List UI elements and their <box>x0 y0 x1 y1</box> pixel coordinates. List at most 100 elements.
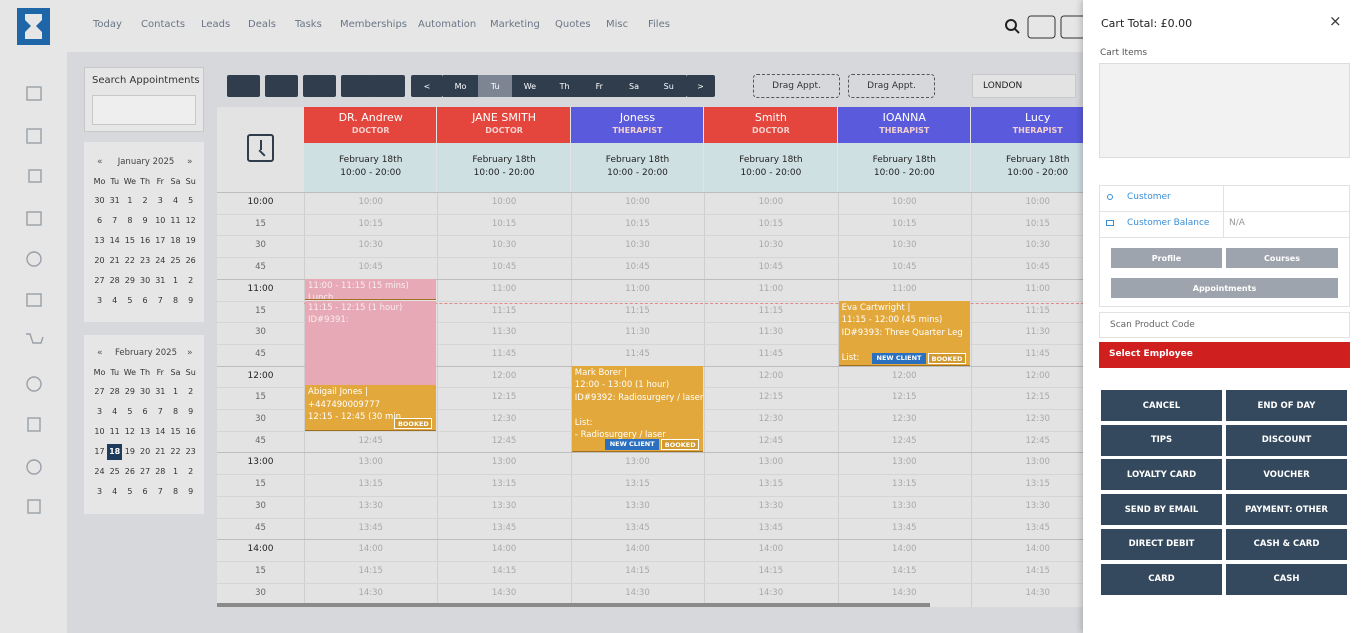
toolbar-icon-button[interactable] <box>265 75 298 97</box>
nav-item[interactable]: Leads <box>201 19 231 30</box>
slot-label[interactable]: 14:30 <box>358 587 383 598</box>
nav-item[interactable]: Automation <box>418 19 477 30</box>
slot-label[interactable]: 10:00 <box>358 197 383 207</box>
slot-label[interactable]: 12:00 <box>758 370 784 381</box>
toolbar-icon-button[interactable] <box>227 75 260 97</box>
calendar-day[interactable]: 2 <box>188 387 194 396</box>
calendar-day[interactable]: 20 <box>140 447 151 456</box>
slot-label[interactable]: 13:30 <box>625 500 650 511</box>
nav-item[interactable]: Tasks <box>295 19 322 30</box>
scan-input[interactable]: Scan Product Code <box>1099 312 1350 338</box>
slot-label[interactable]: 12:45 <box>358 435 383 446</box>
slot-label[interactable]: 12:15 <box>892 392 917 403</box>
calendar-next[interactable]: » <box>187 157 193 167</box>
calendar-day[interactable]: 29 <box>124 387 135 396</box>
slot-label[interactable]: 11:45 <box>491 348 517 359</box>
appointment[interactable]: Eva Cartwright | 11:15 - 12:00 (45 mins) I… <box>838 300 970 366</box>
slot-label[interactable]: 10:30 <box>491 240 517 251</box>
calendar-day[interactable]: 10 <box>155 216 166 225</box>
toolbar-day[interactable]: Sa <box>616 75 652 97</box>
slot-label[interactable]: 14:00 <box>358 544 383 555</box>
slot-label[interactable]: 12:45 <box>758 435 784 446</box>
calendar-day[interactable]: 5 <box>127 487 133 496</box>
calendar-day[interactable]: 18 <box>170 236 181 245</box>
action-button[interactable]: DISCOUNT <box>1226 424 1347 456</box>
calendar-day[interactable]: 22 <box>124 256 135 265</box>
slot-label[interactable]: 10:45 <box>892 262 917 273</box>
slot-label[interactable]: 13:15 <box>625 479 650 490</box>
slot-label[interactable]: 12:15 <box>491 392 517 403</box>
calendar-day[interactable]: 3 <box>96 296 103 305</box>
drag-button[interactable]: Drag Appt. <box>753 74 840 98</box>
calendar-day[interactable]: 9 <box>188 296 194 305</box>
calendar-day[interactable]: 7 <box>112 216 118 225</box>
action-button[interactable]: TIPS <box>1101 424 1222 456</box>
slot-label[interactable]: 11:00 <box>491 283 517 294</box>
slot-label[interactable]: 13:30 <box>1025 500 1050 511</box>
slot-label[interactable]: 11:15 <box>1025 305 1050 316</box>
slot-label[interactable]: 10:30 <box>1025 240 1050 251</box>
calendar-day[interactable]: 28 <box>109 276 120 285</box>
calendar-day[interactable]: 20 <box>94 256 105 265</box>
slot-label[interactable]: 10:00 <box>625 197 650 207</box>
slot-label[interactable]: 13:00 <box>625 457 650 468</box>
calendar-day[interactable]: 11 <box>109 427 120 436</box>
nav-item[interactable]: Marketing <box>490 19 540 30</box>
action-button[interactable]: END OF DAY <box>1226 390 1347 421</box>
calendar-day[interactable]: 28 <box>109 387 120 396</box>
slot-label[interactable]: 13:15 <box>358 479 383 490</box>
customer-button[interactable]: Courses <box>1226 248 1338 268</box>
calendar-day[interactable]: 19 <box>185 236 196 245</box>
calendar-day[interactable]: 5 <box>127 407 133 416</box>
action-button[interactable]: CASH <box>1226 563 1347 595</box>
slot-label[interactable]: 10:30 <box>892 240 917 251</box>
calendar-day[interactable]: 11 <box>170 216 181 225</box>
toolbar-icon-button[interactable] <box>341 75 374 97</box>
slot-label[interactable]: 12:45 <box>491 435 517 446</box>
slot-label[interactable]: 10:00 <box>1025 197 1050 207</box>
calendar-day[interactable]: 5 <box>188 196 194 205</box>
calendar-day[interactable]: 18 <box>107 444 123 460</box>
slot-label[interactable]: 12:30 <box>491 414 517 424</box>
calendar-day[interactable]: 4 <box>112 487 118 496</box>
calendar-day[interactable]: 3 <box>96 407 103 416</box>
calendar-day[interactable]: 12 <box>124 427 135 436</box>
nav-item[interactable]: Deals <box>248 19 276 30</box>
slot-label[interactable]: 14:15 <box>758 565 784 576</box>
drag-button[interactable]: Drag Appt. <box>848 74 935 98</box>
slot-label[interactable]: 12:15 <box>758 392 784 403</box>
toolbar-icon-button[interactable] <box>372 75 405 97</box>
slot-label[interactable]: 14:00 <box>758 544 784 555</box>
calendar-day[interactable]: 16 <box>140 236 151 245</box>
calendar-day[interactable]: 14 <box>109 236 120 245</box>
cart-close[interactable]: × <box>1329 12 1342 30</box>
slot-label[interactable]: 10:45 <box>625 262 650 273</box>
calendar-day[interactable]: 30 <box>140 276 151 285</box>
calendar-day[interactable]: 9 <box>188 487 194 496</box>
slot-label[interactable]: 14:30 <box>758 587 784 598</box>
action-button[interactable]: SEND BY EMAIL <box>1101 494 1222 526</box>
calendar-day[interactable]: 27 <box>94 387 105 396</box>
slot-label[interactable]: 10:00 <box>491 197 517 207</box>
customer-button[interactable]: Profile <box>1111 248 1222 268</box>
slot-label[interactable]: 13:00 <box>758 457 784 468</box>
slot-label[interactable]: 11:30 <box>491 327 517 338</box>
calendar-day[interactable]: 1 <box>127 196 133 205</box>
slot-label[interactable]: 10:15 <box>1025 218 1050 229</box>
calendar-day[interactable]: 15 <box>170 427 181 436</box>
calendar-day[interactable]: 29 <box>124 276 135 285</box>
slot-label[interactable]: 14:00 <box>892 544 917 555</box>
calendar-day[interactable]: 3 <box>157 196 163 205</box>
slot-label[interactable]: 14:15 <box>625 565 650 576</box>
slot-label[interactable]: 13:15 <box>892 479 917 490</box>
slot-label[interactable]: 11:00 <box>1025 283 1050 294</box>
slot-label[interactable]: 14:15 <box>1025 565 1050 576</box>
slot-label[interactable]: 14:15 <box>491 565 517 576</box>
slot-label[interactable]: 13:00 <box>1025 457 1050 468</box>
toolbar-day[interactable]: Su <box>651 75 687 97</box>
slot-label[interactable]: 14:00 <box>1025 544 1050 555</box>
calendar-day[interactable]: 7 <box>157 407 163 416</box>
calendar-day[interactable]: 27 <box>140 467 151 476</box>
nav-item[interactable]: Misc <box>606 19 629 30</box>
slot-label[interactable]: 13:45 <box>758 522 784 533</box>
